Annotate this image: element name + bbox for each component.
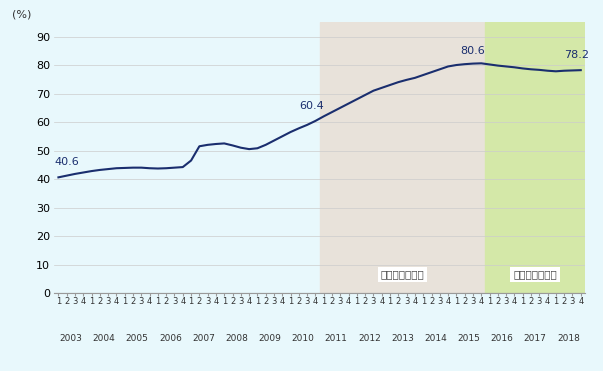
Text: 2010: 2010 bbox=[292, 334, 314, 344]
Text: 2014: 2014 bbox=[425, 334, 447, 344]
Text: 80.6: 80.6 bbox=[461, 46, 485, 56]
Text: 2012: 2012 bbox=[358, 334, 380, 344]
Text: （債務増加期）: （債務増加期） bbox=[380, 270, 425, 280]
Text: 2018: 2018 bbox=[557, 334, 579, 344]
Text: 2005: 2005 bbox=[126, 334, 148, 344]
Text: 2004: 2004 bbox=[93, 334, 115, 344]
Bar bbox=[485, 22, 585, 293]
Text: 2016: 2016 bbox=[491, 334, 513, 344]
Text: 78.2: 78.2 bbox=[564, 50, 589, 60]
Bar bbox=[320, 22, 485, 293]
Text: 60.4: 60.4 bbox=[299, 101, 324, 111]
Text: 2011: 2011 bbox=[325, 334, 347, 344]
Text: 2013: 2013 bbox=[391, 334, 414, 344]
Text: 2003: 2003 bbox=[60, 334, 82, 344]
Text: 40.6: 40.6 bbox=[54, 157, 79, 167]
Text: 2017: 2017 bbox=[524, 334, 546, 344]
Text: (%): (%) bbox=[12, 10, 31, 20]
Text: 2007: 2007 bbox=[192, 334, 215, 344]
Text: 2015: 2015 bbox=[458, 334, 480, 344]
Text: 2009: 2009 bbox=[259, 334, 281, 344]
Text: （債務縮小期）: （債務縮小期） bbox=[513, 270, 557, 280]
Text: 2006: 2006 bbox=[159, 334, 182, 344]
Text: 2008: 2008 bbox=[226, 334, 248, 344]
